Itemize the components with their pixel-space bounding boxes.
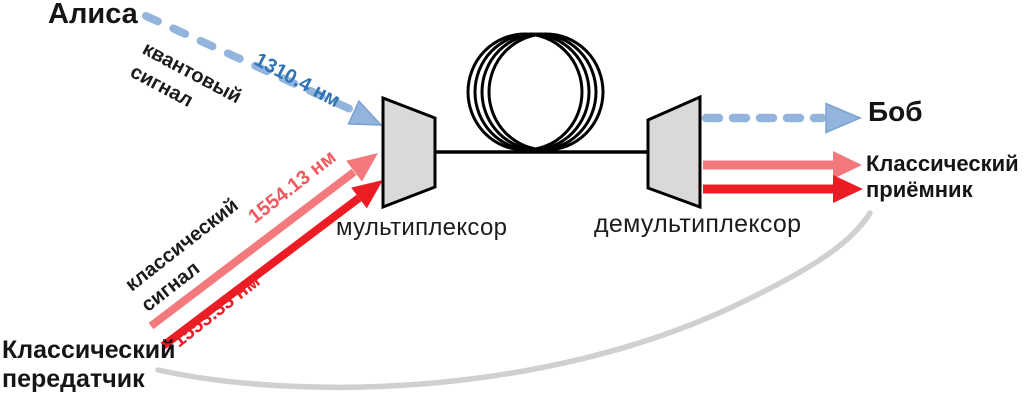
fiber-coil-loop <box>466 32 584 152</box>
bob-label: Боб <box>868 96 923 127</box>
fiber-coil-loop <box>480 32 598 152</box>
classical-arrow-1553-shaft <box>160 194 362 350</box>
fiber-coil <box>466 32 605 152</box>
fiber-coil-loop <box>487 32 605 152</box>
classical-arrow-1554-head <box>346 153 378 182</box>
classical-receiver-label: Классический приёмник <box>866 151 1019 202</box>
quantum-signal-dashed-line <box>142 12 354 113</box>
multiplexer-shape <box>381 95 437 210</box>
classical-arrow-1554-shaft <box>148 168 357 330</box>
classical-transmitter-label: Классический передатчик <box>2 336 176 393</box>
demultiplexer-shape <box>646 94 702 210</box>
classical-arrow-1553-head <box>351 180 383 209</box>
transmitter-receiver-curve <box>155 210 873 391</box>
alice-label: Алиса <box>48 0 138 30</box>
output-arrow-1553-head <box>833 175 863 203</box>
multiplexer-label: мультиплексор <box>336 214 508 241</box>
demultiplexer-label: демультиплексор <box>594 210 802 238</box>
fiber-coil-loop <box>473 32 591 152</box>
quantum-signal-arrowhead <box>347 99 383 126</box>
output-quantum-arrowhead <box>825 102 862 134</box>
output-arrow-1554-head <box>833 151 862 179</box>
